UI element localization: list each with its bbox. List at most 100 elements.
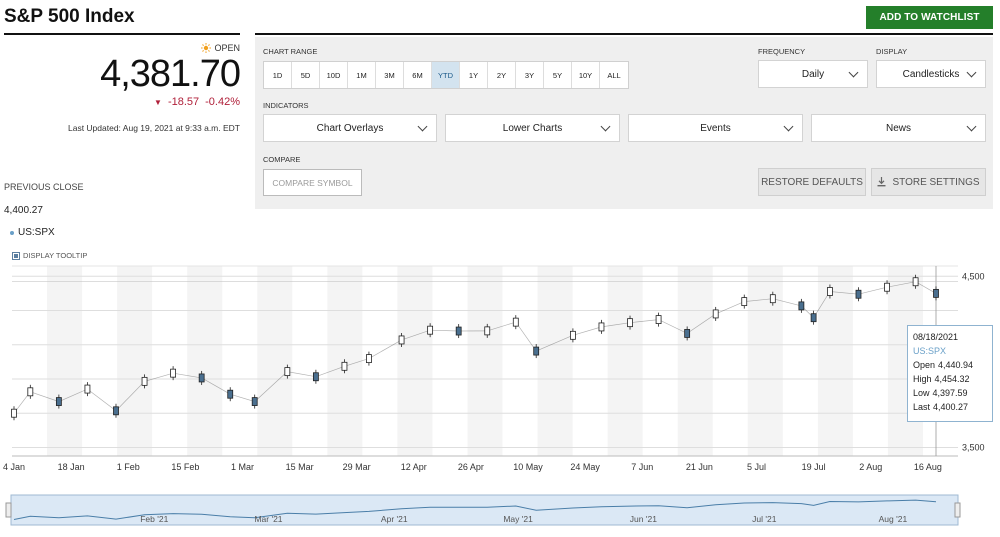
store-settings-label: STORE SETTINGS (892, 176, 980, 188)
display-dropdown[interactable]: Candlesticks (876, 60, 986, 88)
y-tick-label: 4,500 (962, 271, 985, 281)
x-tick-label: 7 Jun (631, 462, 653, 472)
store-settings-button[interactable]: STORE SETTINGS (871, 168, 986, 196)
navigator-label: Jun '21 (630, 514, 657, 524)
chart-band (397, 266, 433, 456)
candle-body (227, 389, 234, 399)
candle-body (810, 313, 817, 323)
frequency-dropdown[interactable]: Daily (758, 60, 868, 88)
x-tick-label: 18 Jan (58, 462, 85, 472)
candle-body (84, 384, 91, 394)
display-label: DISPLAY (876, 47, 908, 56)
candle-body (533, 346, 540, 356)
tooltip-open-value: 4,440.94 (938, 360, 974, 370)
candle-body (712, 309, 719, 319)
candle-body (655, 315, 662, 324)
tooltip-date: 08/18/2021 (913, 332, 959, 342)
candle-body (341, 361, 348, 371)
candle-body (251, 397, 258, 406)
news-dropdown[interactable]: News (811, 114, 986, 142)
range-1y-button[interactable]: 1Y (460, 62, 488, 88)
candle-body (398, 335, 405, 345)
x-tick-label: 1 Feb (117, 462, 140, 472)
tooltip-low-value: 4,397.59 (932, 388, 968, 398)
range-2y-button[interactable]: 2Y (488, 62, 516, 88)
lower-charts-dropdown[interactable]: Lower Charts (445, 114, 620, 142)
x-tick-label: 16 Aug (914, 462, 942, 472)
restore-defaults-button[interactable]: RESTORE DEFAULTS (758, 168, 866, 196)
navigator-series (13, 499, 937, 520)
candle-body (512, 317, 519, 327)
chart-band (187, 266, 223, 456)
navigator-label: Feb '21 (140, 514, 168, 524)
range-5d-button[interactable]: 5D (292, 62, 320, 88)
candle-body (11, 408, 17, 418)
range-10d-button[interactable]: 10D (320, 62, 348, 88)
events-label: Events (700, 122, 731, 134)
down-arrow-icon: ▼ (154, 97, 162, 107)
tooltip-last-label: Last (913, 402, 931, 412)
range-10y-button[interactable]: 10Y (572, 62, 600, 88)
navigator-label: Mar '21 (254, 514, 282, 524)
candle-body (627, 318, 633, 328)
x-tick-label: 12 Apr (401, 462, 427, 472)
checkbox-icon (12, 251, 20, 260)
page-title: S&P 500 Index (4, 6, 135, 27)
navigator-label: Aug '21 (879, 514, 908, 524)
x-tick-label: 1 Mar (231, 462, 254, 472)
range-1d-button[interactable]: 1D (264, 62, 292, 88)
chart-band (257, 266, 293, 456)
events-dropdown[interactable]: Events (628, 114, 803, 142)
candle-body (598, 322, 605, 332)
chart-band (537, 266, 573, 456)
candle-body (741, 297, 748, 307)
add-to-watchlist-button[interactable]: ADD TO WATCHLIST (866, 6, 993, 29)
range-ytd-button[interactable]: YTD (432, 62, 460, 88)
x-tick-label: 15 Feb (171, 462, 199, 472)
candle-body (455, 326, 462, 336)
series-dot-icon (10, 230, 14, 235)
sun-icon (201, 43, 212, 53)
change-value: -18.57 (167, 96, 200, 108)
range-all-button[interactable]: ALL (600, 62, 628, 88)
tooltip-high-value: 4,454.32 (934, 374, 970, 384)
indicators-label: INDICATORS (263, 101, 309, 110)
display-tooltip-label: DISPLAY TOOLTIP (23, 251, 88, 260)
chart-overlays-label: Chart Overlays (316, 122, 384, 134)
tooltip-low-label: Low (913, 388, 930, 398)
x-tick-label: 29 Mar (343, 462, 371, 472)
chart-band (607, 266, 643, 456)
range-5y-button[interactable]: 5Y (544, 62, 572, 88)
candle-body (27, 387, 34, 397)
x-tick-label: 15 Mar (286, 462, 314, 472)
candle-body (198, 373, 205, 383)
tooltip-open-row: Open 4,440.94 (913, 358, 987, 372)
x-tick-label: 26 Apr (458, 462, 484, 472)
display-tooltip-checkbox[interactable]: DISPLAY TOOLTIP (12, 251, 87, 260)
candle-body (827, 287, 833, 296)
download-icon (877, 177, 886, 187)
compare-symbol-input[interactable]: COMPARE SYMBOL (263, 169, 362, 196)
candle-body (912, 277, 919, 287)
chart-band (467, 266, 503, 456)
range-3y-button[interactable]: 3Y (516, 62, 544, 88)
candle-body (113, 406, 119, 416)
y-tick-label: 3,500 (962, 442, 985, 452)
candle-body (884, 282, 890, 292)
candle-body (55, 397, 62, 406)
range-6m-button[interactable]: 6M (404, 62, 432, 88)
x-tick-label: 19 Jul (802, 462, 826, 472)
chart-overlays-dropdown[interactable]: Chart Overlays (263, 114, 437, 142)
x-tick-label: 10 May (513, 462, 543, 472)
navigator-label: Jul '21 (752, 514, 777, 524)
previous-close-value: 4,400.27 (4, 205, 43, 216)
candle-body (855, 289, 862, 299)
display-value: Candlesticks (902, 68, 960, 80)
range-1m-button[interactable]: 1M (348, 62, 376, 88)
chart-range-group: 1D 5D 10D 1M 3M 6M YTD 1Y 2Y 3Y 5Y 10Y A… (263, 61, 629, 89)
range-3m-button[interactable]: 3M (376, 62, 404, 88)
chart-tooltip: 08/18/2021 US:SPX Open 4,440.94 High 4,4… (907, 325, 993, 422)
tooltip-last-row: Last 4,400.27 (913, 400, 987, 414)
tooltip-symbol: US:SPX (913, 346, 947, 356)
